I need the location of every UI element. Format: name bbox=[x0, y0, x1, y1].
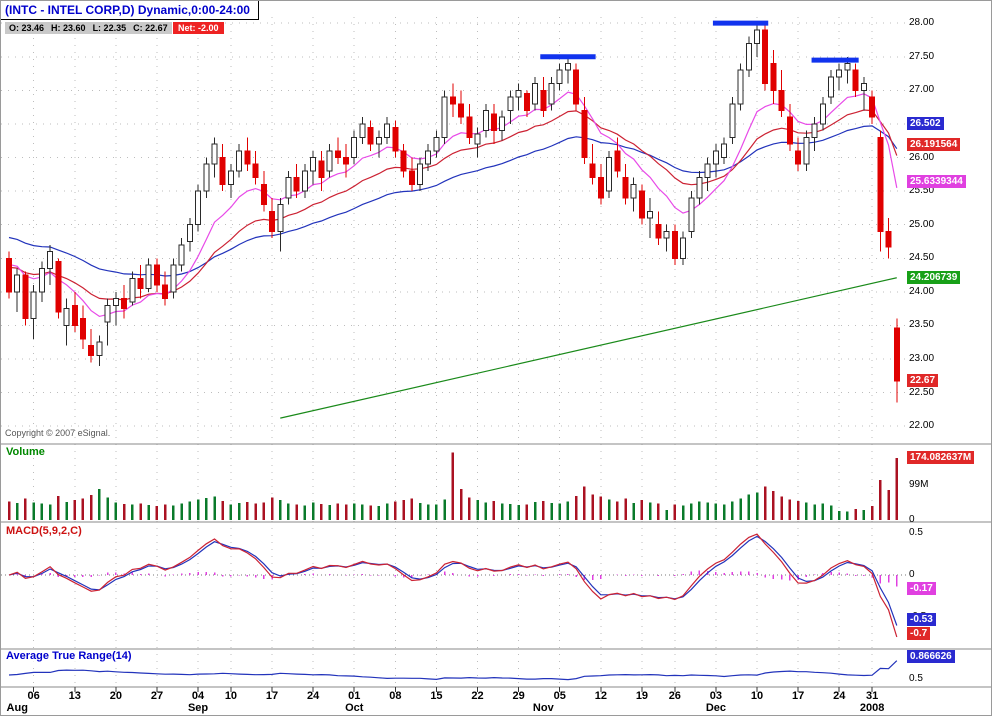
price-axis-badge: 22.67 bbox=[907, 374, 939, 388]
quote-close: C: 22.67 bbox=[133, 23, 168, 33]
date-tick-label: 24 bbox=[833, 690, 846, 702]
macd-line bbox=[8, 533, 898, 638]
candles-layer bbox=[6, 23, 900, 403]
date-tick-label: 03 bbox=[709, 690, 723, 702]
date-tick-label: 05 bbox=[553, 690, 566, 702]
price-axis-tick-label: 24.00 bbox=[909, 285, 935, 297]
quote-open: O: 23.46 bbox=[9, 23, 45, 33]
date-tick-label: 15 bbox=[430, 690, 443, 702]
atr-axis-tick-label: 0.5 bbox=[909, 673, 923, 684]
quote-high: H: 23.60 bbox=[51, 23, 86, 33]
price-axis-tick-label: 24.50 bbox=[909, 252, 935, 264]
month-label: Dec bbox=[705, 702, 726, 714]
price-axis-badge: 24.206739 bbox=[907, 270, 961, 284]
macd-axis-badge: -0.53 bbox=[907, 612, 936, 626]
month-label: Sep bbox=[187, 702, 209, 714]
date-tick-label: 13 bbox=[68, 690, 81, 702]
ma-fast-line bbox=[8, 91, 898, 318]
date-tick-label: 19 bbox=[635, 690, 649, 702]
volume-axis-tick-label: 0 bbox=[909, 514, 915, 525]
macd-axis-badge: -0.17 bbox=[907, 582, 936, 596]
ma-medium-line bbox=[8, 109, 898, 301]
date-tick-label: 01 bbox=[348, 690, 361, 702]
month-label: Nov bbox=[532, 702, 554, 714]
price-axis-tick-label: 28.00 bbox=[909, 17, 935, 29]
price-axis-tick-label: 23.50 bbox=[909, 319, 935, 331]
price-axis-tick-label: 22.50 bbox=[909, 386, 935, 398]
date-tick-label: 06 bbox=[27, 690, 40, 702]
macd-histogram-layer bbox=[16, 570, 898, 587]
month-label: 2008 bbox=[859, 702, 885, 714]
price-axis-badge: 25.6339344 bbox=[907, 175, 966, 189]
net-change-badge: Net: -2.00 bbox=[173, 22, 224, 34]
ma-200-line bbox=[280, 277, 897, 419]
frame-layer bbox=[1, 443, 991, 692]
date-tick-label: 20 bbox=[109, 690, 122, 702]
price-axis-tick-label: 26.00 bbox=[909, 151, 935, 163]
date-tick-label: 26 bbox=[668, 690, 681, 702]
date-tick-label: 24 bbox=[307, 690, 320, 702]
date-tick-label: 29 bbox=[512, 690, 525, 702]
volume-axis-tick-label: 99M bbox=[909, 478, 929, 490]
quote-low: L: 22.35 bbox=[92, 23, 127, 33]
macd-signal-line bbox=[8, 535, 898, 626]
chart-title: (INTC - INTEL CORP,D) Dynamic,0:00-24:00 bbox=[1, 1, 259, 20]
date-tick-label: 04 bbox=[191, 690, 205, 702]
atr-axis-badge: 0.866626 bbox=[907, 650, 955, 663]
quote-strip: O: 23.46 H: 23.60 L: 22.35 C: 22.67 bbox=[5, 22, 172, 34]
month-label: Aug bbox=[6, 702, 28, 714]
date-tick-label: 31 bbox=[865, 690, 879, 702]
macd-axis-tick-label: 0.5 bbox=[909, 527, 923, 539]
macd-axis-tick-label: 0 bbox=[909, 569, 915, 581]
date-tick-label: 22 bbox=[471, 690, 484, 702]
date-tick-label: 08 bbox=[389, 690, 402, 702]
price-axis-tick-label: 23.00 bbox=[909, 353, 935, 365]
date-tick-label: 10 bbox=[224, 690, 238, 702]
date-tick-label: 12 bbox=[594, 690, 607, 702]
copyright-note: Copyright © 2007 eSignal. bbox=[5, 428, 111, 438]
date-tick-label: 17 bbox=[265, 690, 279, 702]
volume-bars-layer bbox=[7, 452, 899, 520]
price-axis-tick-label: 27.50 bbox=[909, 50, 935, 62]
volume-panel-label: Volume bbox=[4, 446, 47, 458]
price-axis-badge: 26.502 bbox=[907, 116, 944, 130]
grid-layer bbox=[1, 17, 906, 687]
ma-slow-line bbox=[8, 125, 898, 277]
date-tick-label: 10 bbox=[750, 690, 764, 702]
month-label: Oct bbox=[345, 702, 364, 714]
atr-line bbox=[8, 660, 898, 681]
macd-axis-badge: -0.7 bbox=[907, 626, 931, 640]
macd-panel-label: MACD(5,9,2,C) bbox=[4, 525, 84, 537]
volume-axis-badge: 174.082637M bbox=[907, 451, 975, 465]
resistance-levels-layer bbox=[540, 20, 859, 63]
price-axis-badge: 26.191564 bbox=[907, 137, 961, 151]
price-axis-tick-label: 27.00 bbox=[909, 84, 935, 96]
date-tick-label: 27 bbox=[150, 690, 164, 702]
price-axis-tick-label: 25.50 bbox=[909, 185, 935, 197]
price-axis-tick-label: 22.00 bbox=[909, 420, 935, 432]
price-axis-tick-label: 25.00 bbox=[909, 218, 935, 230]
date-tick-label: 17 bbox=[791, 690, 805, 702]
atr-panel-label: Average True Range(14) bbox=[4, 650, 134, 662]
